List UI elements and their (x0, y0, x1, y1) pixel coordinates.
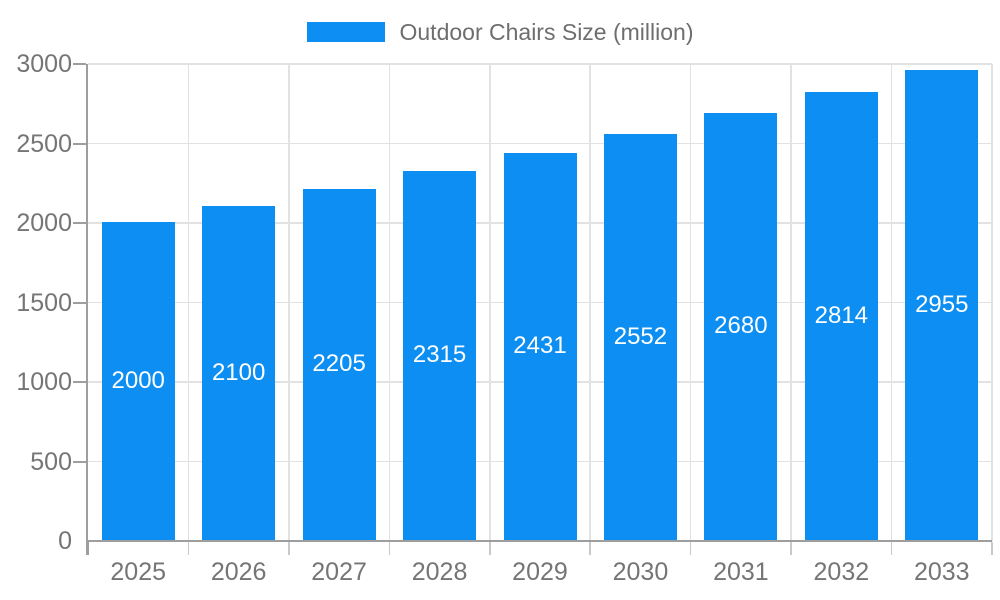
x-axis-tick-label: 2027 (311, 558, 367, 586)
x-axis-tick-labels: 2025 2026 2027 2028 2029 2030 2031 2032 2033 (88, 556, 992, 588)
x-axis-tick-label: 2025 (110, 558, 167, 586)
bar-2033[interactable]: 2955 (905, 69, 979, 540)
y-axis-tick-label: 1500 (16, 288, 72, 317)
v-gridline (991, 64, 993, 541)
legend-series-label: Outdoor Chairs Size (million) (399, 18, 694, 45)
x-axis-tick-label: 2029 (512, 558, 568, 586)
y-axis-tick-label: 2000 (16, 209, 72, 237)
bar-value-label: 2000 (111, 366, 165, 394)
x-axis-tick (991, 541, 993, 555)
v-gridline (288, 64, 290, 541)
x-axis-tick-label: 2028 (411, 558, 468, 586)
h-gridline (88, 142, 992, 145)
bar-2025[interactable]: 2000 (101, 221, 175, 540)
x-axis-tick-label: 2026 (210, 558, 267, 586)
v-gridline (489, 64, 491, 541)
plot-area: 2000 2100 2205 2315 2431 2552 2680 2814 2955 (73, 63, 993, 555)
y-axis-tick-label: 3000 (16, 50, 72, 78)
x-axis-tick (489, 541, 491, 555)
x-axis-tick (187, 541, 190, 555)
bar-value-label: 2814 (814, 301, 869, 329)
x-axis-tick-label: 2030 (612, 558, 669, 586)
y-axis-tick-label: 1000 (16, 368, 72, 396)
y-axis-tick-labels: 0 500 1000 1500 2000 2500 3000 (0, 50, 78, 555)
x-axis-tick-label: 2033 (913, 558, 970, 586)
y-axis-line (86, 64, 88, 555)
v-gridline (790, 64, 792, 541)
bar-value-label: 2315 (412, 341, 467, 369)
y-axis-tick (73, 63, 86, 65)
x-axis-tick (388, 541, 391, 555)
y-axis-tick (73, 381, 86, 383)
x-axis-tick (589, 541, 591, 555)
bar-value-label: 2205 (312, 350, 366, 378)
x-axis-tick-label: 2032 (813, 558, 870, 586)
bar-value-label: 2100 (211, 358, 266, 386)
x-axis-tick (790, 541, 792, 555)
x-axis-tick (890, 541, 893, 555)
v-gridline (890, 64, 893, 541)
v-gridline (689, 64, 692, 541)
y-axis-tick-label: 0 (58, 527, 72, 555)
x-axis-tick (288, 541, 290, 555)
v-gridline (589, 64, 591, 541)
bar-2027[interactable]: 2205 (302, 188, 376, 540)
y-axis-tick-label: 2500 (16, 129, 72, 158)
bar-2031[interactable]: 2680 (704, 113, 778, 540)
legend-swatch-icon[interactable] (306, 22, 385, 42)
y-axis-tick (73, 222, 86, 224)
x-axis-line (86, 539, 992, 542)
bar-2029[interactable]: 2431 (503, 152, 577, 540)
bar-value-label: 2680 (714, 312, 768, 340)
bar-2030[interactable]: 2552 (603, 133, 677, 540)
bar-value-label: 2431 (513, 332, 567, 360)
v-gridline (388, 64, 391, 541)
bar-value-label: 2955 (915, 290, 969, 318)
y-axis-tick-label: 500 (30, 447, 72, 476)
y-axis-tick (73, 301, 86, 304)
h-gridline (88, 63, 992, 65)
v-gridline (187, 64, 190, 541)
bar-2028[interactable]: 2315 (403, 171, 477, 540)
bar-value-label: 2552 (613, 322, 668, 350)
x-axis-tick (689, 541, 692, 555)
y-axis-tick (73, 460, 86, 463)
x-axis-tick (87, 541, 89, 555)
bar-2032[interactable]: 2814 (804, 92, 878, 540)
y-axis-tick (73, 142, 86, 145)
chart-legend[interactable]: Outdoor Chairs Size (million) (0, 18, 1000, 46)
bar-2026[interactable]: 2100 (202, 205, 276, 540)
x-axis-tick-label: 2031 (713, 558, 769, 586)
